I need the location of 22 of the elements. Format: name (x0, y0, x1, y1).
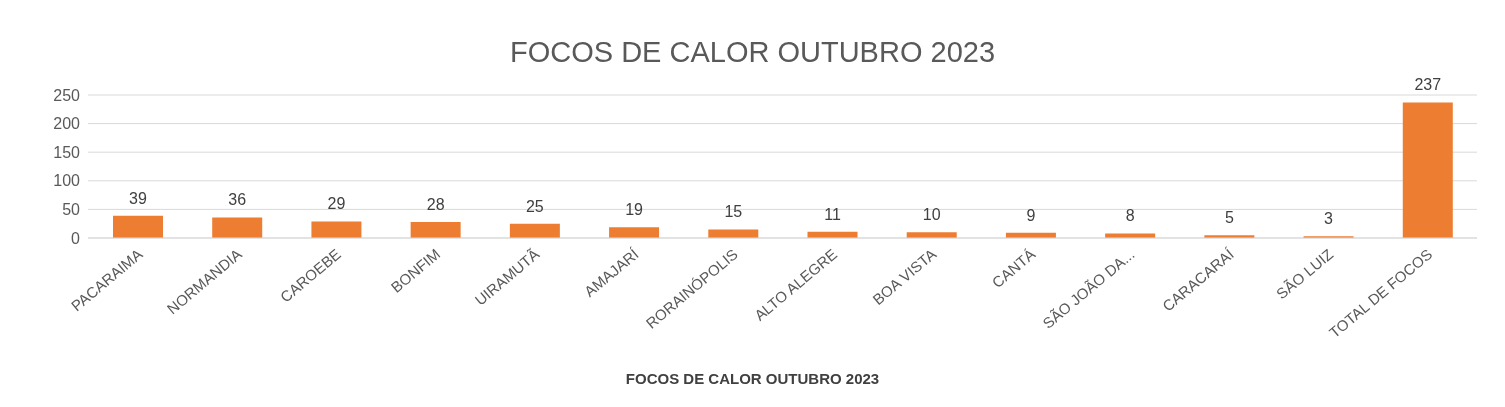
data-label: 19 (625, 201, 644, 219)
data-label: 29 (327, 195, 346, 213)
data-label: 11 (824, 205, 841, 223)
data-label: 36 (228, 191, 247, 209)
chart-title: FOCOS DE CALOR OUTUBRO 2023 (508, 36, 997, 69)
data-label: 39 (129, 189, 147, 207)
data-label: 15 (724, 203, 743, 221)
data-label: 3 (1324, 210, 1334, 228)
y-tick-label: 50 (62, 201, 81, 219)
y-tick-label: 0 (71, 229, 81, 247)
data-label: 28 (426, 195, 445, 213)
y-tick-label: 250 (53, 86, 81, 104)
data-label: 237 (1414, 76, 1442, 94)
y-tick-label: 100 (53, 172, 81, 190)
data-label: 5 (1224, 209, 1234, 227)
x-axis-title: FOCOS DE CALOR OUTUBRO 2023 (624, 370, 881, 387)
data-label: 25 (525, 197, 544, 215)
data-label: 8 (1125, 207, 1135, 225)
data-label: 9 (1026, 206, 1036, 224)
y-tick-label: 150 (53, 143, 81, 161)
data-label: 10 (922, 206, 941, 224)
y-tick-label: 200 (53, 115, 81, 133)
